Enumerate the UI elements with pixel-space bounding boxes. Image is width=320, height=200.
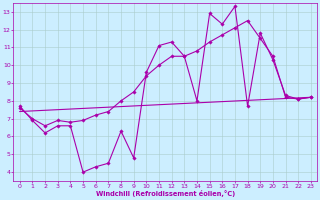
- X-axis label: Windchill (Refroidissement éolien,°C): Windchill (Refroidissement éolien,°C): [96, 190, 235, 197]
